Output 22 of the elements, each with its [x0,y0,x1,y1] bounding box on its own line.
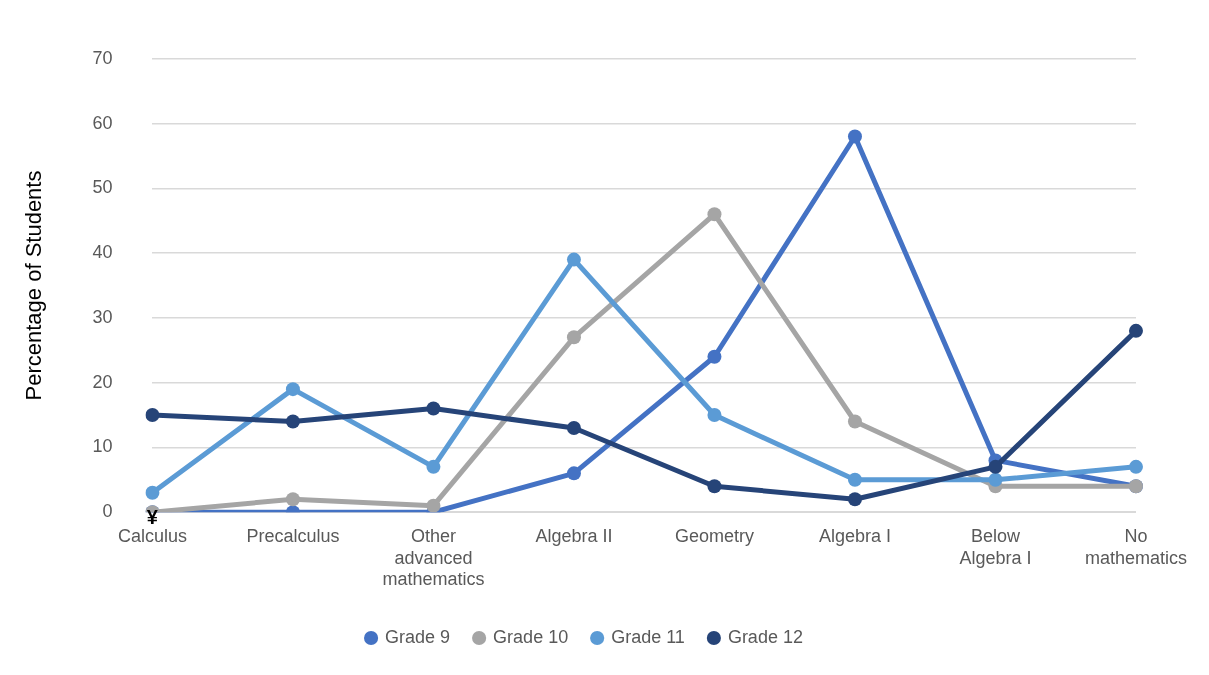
y-tick-label: 0 [102,501,113,522]
y-tick-label: 30 [92,306,113,327]
x-tick-label: Other advanced mathematics [382,525,485,590]
y-tick-label: 40 [92,242,113,263]
legend-label: Grade 9 [385,626,451,647]
legend-label: Grade 11 [611,626,685,647]
annotation: ¥ [146,505,159,528]
x-tick-label: Precalculus [246,525,340,546]
y-tick-label: 20 [92,371,113,392]
y-tick-label: 60 [92,112,113,133]
legend-label: Grade 12 [727,626,803,647]
y-axis-title: Percentage of Students [21,170,47,401]
x-tick-label: Calculus [117,525,187,546]
y-tick-label: 70 [92,47,113,68]
y-tick-label: 10 [92,436,113,457]
y-tick-label: 50 [92,177,113,198]
legend-label: Grade 10 [493,626,569,647]
x-tick-label: Algebra I [818,525,891,546]
x-tick-label: Geometry [674,525,754,546]
x-tick-label: Below Algebra I [959,525,1032,568]
x-tick-label: No mathematics [1084,525,1188,568]
x-tick-label: Algebra II [535,525,613,546]
